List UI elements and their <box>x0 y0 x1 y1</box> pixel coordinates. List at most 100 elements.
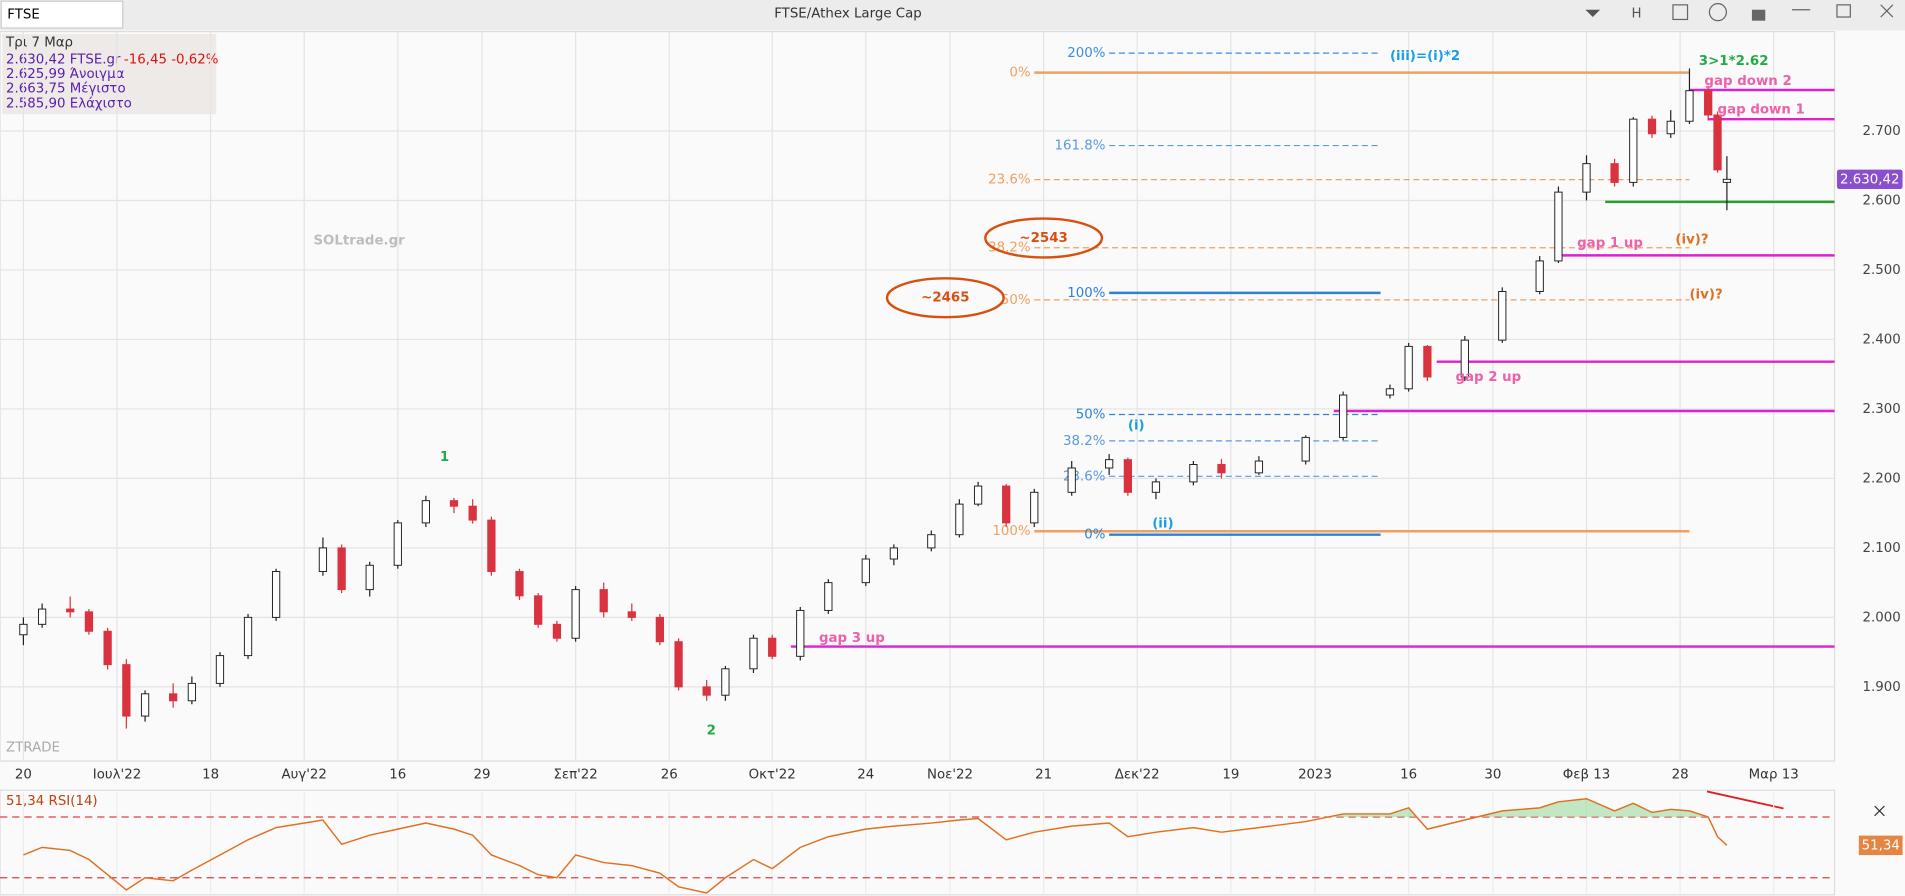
candle-body <box>1123 459 1132 493</box>
annotation: 2 <box>707 724 716 739</box>
candle-body <box>1685 90 1694 122</box>
candle-body <box>955 503 964 536</box>
annotation: ~2543 <box>1019 231 1067 246</box>
x-tick-label: 26 <box>661 767 678 782</box>
x-tick-label: 29 <box>474 767 491 782</box>
x-tick-label: Αυγ'22 <box>281 767 326 782</box>
level-label: 50% <box>1001 293 1031 308</box>
rsi-close[interactable] <box>1874 805 1885 817</box>
candle-body <box>1610 163 1619 183</box>
x-tick-label: Σεπ'22 <box>553 767 597 782</box>
candle-body <box>337 547 346 591</box>
window-title: FTSE/Athex Large Cap <box>774 6 922 21</box>
rsi-value-label: 51,34 <box>1862 838 1900 853</box>
dropdown-icon[interactable] <box>1585 9 1601 18</box>
candle-body <box>1460 339 1469 378</box>
candle-body <box>571 589 580 639</box>
candle-body <box>1151 481 1161 493</box>
y-tick-label: 2.400 <box>1862 332 1900 347</box>
candle-body <box>1722 178 1732 183</box>
candle-body <box>796 609 805 657</box>
info-last: 2.630,42 FTSE.gr <box>6 53 121 68</box>
candle-body <box>103 630 112 666</box>
candle-body <box>468 505 477 521</box>
annotation: (iv)? <box>1675 232 1708 247</box>
last-price-tag <box>1836 169 1903 190</box>
level-label: 200% <box>1067 46 1105 61</box>
brand: ZTRADE <box>6 741 60 756</box>
x-tick-label: 21 <box>1035 767 1052 782</box>
rsi-tag <box>1858 835 1903 856</box>
x-tick-label: Μαρ 13 <box>1749 767 1799 782</box>
icon[interactable] <box>1708 3 1728 22</box>
candle-body <box>749 637 758 670</box>
candle-body <box>1498 291 1507 341</box>
h-button[interactable]: H <box>1631 6 1641 21</box>
x-tick-label: 2023 <box>1298 767 1332 782</box>
level-label: 0% <box>1084 528 1105 543</box>
last-price-label: 2.630,42 <box>1840 172 1899 187</box>
candle-body <box>721 668 730 696</box>
candle-body <box>393 522 402 566</box>
annotation: 1 <box>440 450 449 465</box>
candle-body <box>824 582 833 611</box>
level-label: 100% <box>992 524 1030 539</box>
candle-body <box>515 571 524 597</box>
info-change: -16,45 -0,62% <box>124 53 219 68</box>
candle-body <box>122 664 131 717</box>
x-tick-label: 18 <box>202 767 219 782</box>
candle-body <box>889 547 898 560</box>
x-tick-label: 20 <box>15 767 32 782</box>
annotation-circle <box>984 217 1104 259</box>
candle-body <box>421 500 431 524</box>
level-label: 38.2% <box>1063 434 1105 449</box>
x-tick-label: 24 <box>857 767 874 782</box>
close-icon[interactable] <box>1880 4 1894 18</box>
candle-body <box>768 637 777 657</box>
candle-body <box>1105 459 1114 469</box>
rsi-line <box>23 797 1728 894</box>
lock-icon[interactable] <box>1751 9 1766 21</box>
candle-body <box>655 616 665 643</box>
info-high: 2.663,75 Μέγιστο <box>6 81 126 97</box>
annotation: gap down 1 <box>1718 102 1805 117</box>
y-tick-label: 2.500 <box>1862 263 1900 278</box>
annotation: 3>1*2.62 <box>1699 54 1769 69</box>
info-date: Τρι 7 Μαρ <box>5 36 73 51</box>
candle-body <box>243 616 253 657</box>
candle-body <box>1339 394 1348 438</box>
candle-body <box>973 485 983 505</box>
y-tick-label: 2.100 <box>1862 541 1900 556</box>
candle-body <box>1535 260 1544 292</box>
candle-body <box>1067 467 1076 493</box>
y-tick-label: 2.200 <box>1862 471 1900 486</box>
x-tick-label: Οκτ'22 <box>749 767 796 782</box>
candle-body <box>552 623 562 639</box>
candle-body <box>66 608 75 613</box>
candle-body <box>84 611 94 632</box>
annotation: gap 2 up <box>1455 370 1521 385</box>
level-label: 0% <box>1009 66 1030 81</box>
info-open: 2.625,99 Άνοιγμα <box>6 66 125 82</box>
rsi-label: 51,34 RSI(14) <box>6 794 98 809</box>
candle-body <box>215 655 225 684</box>
icon[interactable] <box>1672 4 1689 21</box>
title-bar <box>0 0 1905 31</box>
candle-body <box>365 564 374 591</box>
candle-body <box>1554 191 1563 262</box>
level-label: 100% <box>1067 286 1105 301</box>
watermark: SOLtrade.gr <box>313 234 405 249</box>
candle-body <box>1404 345 1413 390</box>
candle-body <box>1629 118 1638 183</box>
candle-body <box>1385 388 1395 396</box>
candle-body <box>1301 436 1310 462</box>
x-tick-label: Ιουλ'22 <box>93 767 141 782</box>
plot-area <box>0 31 1836 762</box>
symbol-box[interactable] <box>0 0 124 29</box>
x-tick-label: 16 <box>389 767 406 782</box>
candle-body <box>1002 485 1011 524</box>
annotation: (i) <box>1128 419 1145 434</box>
annotation: ~2465 <box>921 291 969 306</box>
candle-body <box>1666 120 1675 135</box>
restore-icon[interactable] <box>1836 4 1851 18</box>
